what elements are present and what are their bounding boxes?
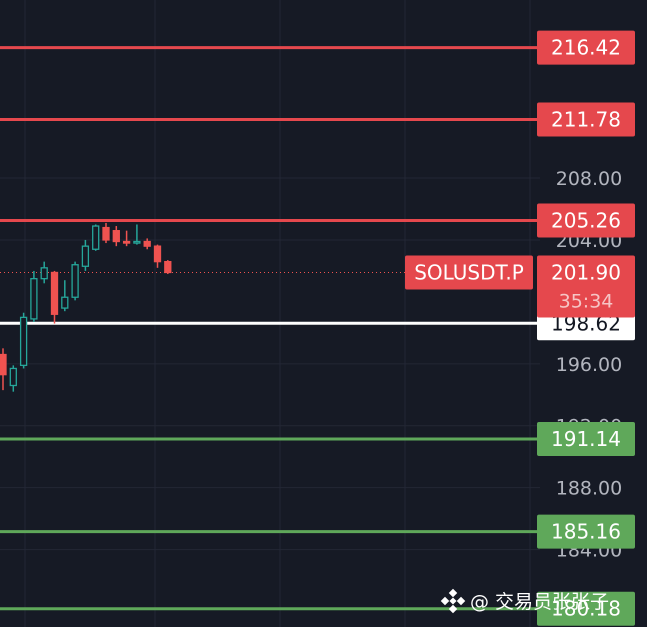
- price-tag-bg: [537, 30, 635, 65]
- price-tag[interactable]: 191.14: [537, 422, 635, 457]
- candle-body: [61, 296, 69, 309]
- candle-body: [0, 353, 7, 376]
- candle[interactable]: [50, 270, 59, 324]
- price-tag[interactable]: 211.78: [537, 102, 635, 137]
- y-tick-label: 188.00: [556, 478, 622, 500]
- price-tag-bg: [537, 591, 635, 626]
- candle[interactable]: [30, 270, 38, 323]
- y-tick-label: 196.00: [556, 354, 622, 376]
- price-tag-label: 180.18: [551, 597, 621, 621]
- price-tag-bg: [537, 102, 635, 137]
- candle[interactable]: [81, 239, 90, 271]
- candle-body: [40, 267, 48, 280]
- price-tag[interactable]: 185.16: [537, 514, 635, 549]
- price-tag[interactable]: 205.26: [537, 203, 635, 238]
- candle-body: [153, 245, 162, 263]
- candle-body: [122, 240, 131, 244]
- candle[interactable]: [92, 224, 100, 251]
- symbol-tag-bg: [405, 255, 533, 290]
- logo-diamond: [449, 597, 457, 605]
- watermark-text: @ 交易员张张子: [470, 591, 609, 613]
- price-tags: 216.42211.78205.26198.62191.14185.16180.…: [405, 30, 635, 626]
- candle[interactable]: [122, 230, 131, 247]
- candle-body: [30, 278, 38, 320]
- candle-body: [133, 240, 141, 244]
- price-lines: [0, 46, 540, 611]
- candle[interactable]: [19, 312, 28, 369]
- candle-body: [102, 226, 110, 241]
- candle-body: [50, 271, 59, 315]
- candle-body: [143, 240, 151, 247]
- price-tag-bg: [537, 514, 635, 549]
- candle[interactable]: [71, 261, 79, 301]
- price-tag-label: 205.26: [551, 208, 621, 232]
- price-tag-label: 211.78: [551, 108, 621, 132]
- candle[interactable]: [143, 238, 151, 250]
- candle-body: [92, 225, 100, 250]
- candle[interactable]: [153, 244, 162, 268]
- price-tag-label: 216.42: [551, 36, 621, 60]
- logo-diamond: [456, 596, 466, 606]
- candle[interactable]: [40, 261, 48, 284]
- candle[interactable]: [133, 224, 141, 245]
- price-tag-label: 191.14: [551, 427, 621, 451]
- candle-body: [19, 316, 28, 367]
- candle-body: [112, 230, 120, 243]
- logo-diamond: [448, 604, 458, 614]
- price-tag-bg: [537, 422, 635, 457]
- candle-body: [9, 367, 17, 387]
- countdown-label: 35:34: [559, 290, 614, 312]
- y-tick-label: 208.00: [556, 168, 622, 190]
- price-tag[interactable]: 180.18: [537, 591, 635, 626]
- candle[interactable]: [112, 226, 120, 247]
- symbol-label: SOLUSDT.P: [414, 260, 524, 284]
- logo-diamond: [448, 588, 458, 598]
- candle[interactable]: [9, 365, 17, 392]
- candle-body: [71, 264, 79, 298]
- last-price-tag[interactable]: SOLUSDT.P 201.90 35:34: [405, 255, 635, 318]
- last-price-bg: [537, 255, 635, 318]
- candle[interactable]: [164, 260, 172, 275]
- candle[interactable]: [102, 222, 110, 244]
- price-tag[interactable]: 216.42: [537, 30, 635, 65]
- logo-diamond: [440, 596, 450, 606]
- grid: [0, 0, 540, 627]
- candle[interactable]: [0, 348, 7, 391]
- price-tag-bg: [537, 203, 635, 238]
- candles: [0, 222, 172, 392]
- candle[interactable]: [61, 280, 69, 312]
- candle-body: [81, 245, 90, 267]
- last-price-label: 201.90: [551, 260, 621, 284]
- candle-body: [164, 260, 172, 274]
- price-tag-label: 185.16: [551, 520, 621, 544]
